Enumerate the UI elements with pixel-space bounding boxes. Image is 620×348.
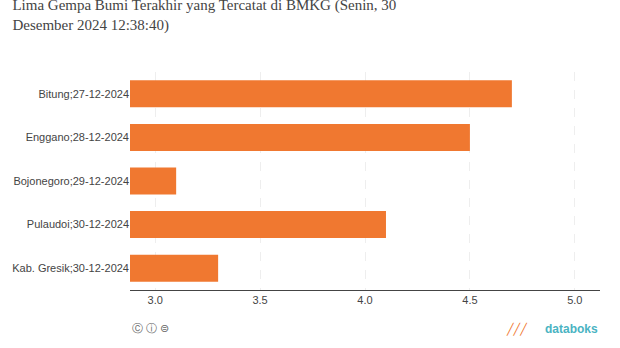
svg-text:Ⓒ ⓘ ⊜: Ⓒ ⓘ ⊜: [132, 322, 169, 334]
svg-text:Enggano;28-12-2024: Enggano;28-12-2024: [26, 131, 129, 143]
svg-text:4.0: 4.0: [357, 294, 372, 306]
svg-text:Lima Gempa Bumi Terakhir yang: Lima Gempa Bumi Terakhir yang Tercatat d…: [12, 0, 396, 34]
svg-text:Pulaudoi;30-12-2024: Pulaudoi;30-12-2024: [27, 218, 129, 230]
svg-text:╱╱╱: ╱╱╱: [506, 322, 528, 336]
svg-text:3.5: 3.5: [252, 294, 267, 306]
svg-text:4.5: 4.5: [462, 294, 477, 306]
svg-text:5.0: 5.0: [567, 294, 582, 306]
svg-text:3.0: 3.0: [148, 294, 163, 306]
svg-text:Kab. Gresik;30-12-2024: Kab. Gresik;30-12-2024: [12, 262, 129, 274]
svg-text:databoks: databoks: [545, 322, 598, 336]
svg-text:Bitung;27-12-2024: Bitung;27-12-2024: [38, 88, 129, 100]
svg-text:Bojonegoro;29-12-2024: Bojonegoro;29-12-2024: [13, 175, 129, 187]
